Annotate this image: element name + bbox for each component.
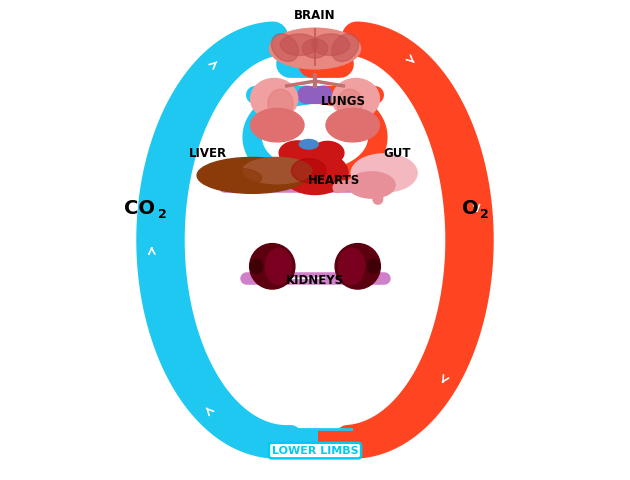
Ellipse shape bbox=[268, 89, 293, 118]
Ellipse shape bbox=[272, 34, 298, 61]
Text: 2: 2 bbox=[480, 208, 489, 221]
Text: 2: 2 bbox=[158, 208, 166, 221]
Ellipse shape bbox=[348, 172, 395, 198]
Text: LUNGS: LUNGS bbox=[321, 95, 366, 108]
Ellipse shape bbox=[197, 157, 307, 193]
Ellipse shape bbox=[211, 168, 261, 187]
Ellipse shape bbox=[292, 158, 326, 182]
Ellipse shape bbox=[338, 248, 365, 284]
Ellipse shape bbox=[279, 141, 316, 165]
Text: LOWER LIMBS: LOWER LIMBS bbox=[272, 445, 358, 456]
Ellipse shape bbox=[367, 259, 380, 274]
Text: CO: CO bbox=[123, 199, 155, 218]
Text: LIVER: LIVER bbox=[189, 147, 227, 160]
Text: O: O bbox=[462, 199, 478, 218]
Ellipse shape bbox=[270, 28, 360, 69]
Text: KIDNEYS: KIDNEYS bbox=[286, 274, 344, 287]
Ellipse shape bbox=[265, 248, 292, 284]
Ellipse shape bbox=[299, 140, 318, 149]
Ellipse shape bbox=[280, 34, 318, 56]
Ellipse shape bbox=[282, 152, 348, 194]
Ellipse shape bbox=[302, 39, 328, 58]
Text: GUT: GUT bbox=[383, 147, 411, 160]
Ellipse shape bbox=[337, 89, 362, 118]
Text: BRAIN: BRAIN bbox=[294, 9, 336, 22]
Ellipse shape bbox=[351, 154, 417, 192]
Ellipse shape bbox=[312, 34, 350, 56]
Ellipse shape bbox=[332, 78, 379, 119]
Ellipse shape bbox=[251, 78, 298, 119]
Ellipse shape bbox=[311, 142, 344, 164]
Ellipse shape bbox=[332, 34, 358, 61]
Ellipse shape bbox=[243, 157, 312, 184]
Ellipse shape bbox=[251, 108, 304, 142]
Ellipse shape bbox=[249, 243, 295, 289]
Ellipse shape bbox=[335, 243, 381, 289]
Ellipse shape bbox=[326, 108, 379, 142]
Ellipse shape bbox=[250, 259, 263, 274]
Text: HEARTS: HEARTS bbox=[307, 174, 360, 187]
